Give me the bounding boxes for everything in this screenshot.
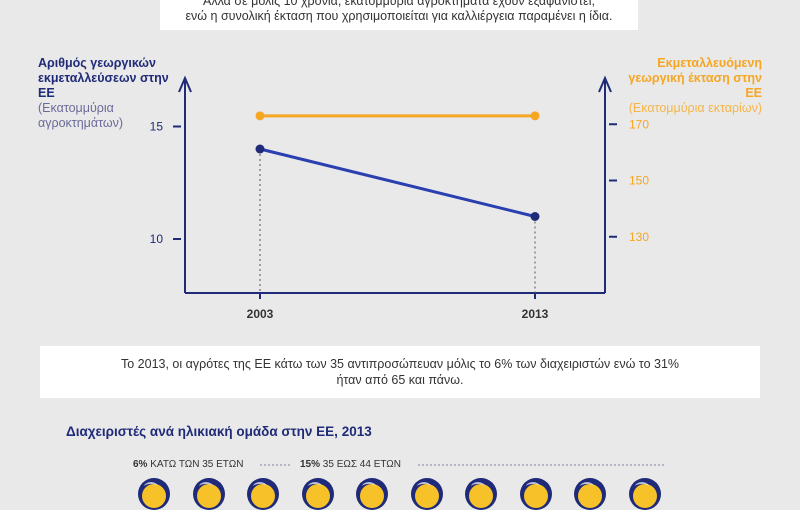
left-axis-unit: (Εκατομμύρια αγροκτημάτων) (38, 101, 124, 130)
farm-chart: 10 15 130 150 170 2003 2013 (150, 75, 649, 321)
intro-line-1: Αλλά σε μόλις 10 χρόνια, εκατομμύρια αγρ… (203, 0, 595, 8)
person-icon (463, 478, 499, 510)
person-icon (245, 478, 281, 510)
right-tick-label: 150 (629, 174, 649, 188)
age-group-pct: 15% (300, 459, 321, 470)
left-tick-label: 10 (150, 232, 164, 246)
left-axis-arrow (178, 75, 192, 93)
right-axis-title: Εκμεταλλευόμενη γεωργική έκταση στην ΕΕ (628, 56, 762, 100)
person-icon (518, 478, 554, 510)
person-icon (409, 478, 445, 510)
person-icon (627, 478, 663, 510)
age-group-label: 35 ΕΩΣ 44 ΕΤΩΝ (322, 459, 401, 470)
data-point (255, 111, 265, 121)
data-point (530, 212, 540, 221)
right-axis-unit: (Εκατομμύρια εκταρίων) (628, 101, 762, 115)
person-icon (191, 478, 227, 510)
left-axis-title-block: Αριθμός γεωργικών εκμεταλλεύσεων στην ΕΕ… (38, 56, 188, 131)
age-section-title: Διαχειριστές ανά ηλικιακή ομάδα στην ΕΕ,… (66, 424, 372, 439)
right-axis-title-block: Εκμεταλλευόμενη γεωργική έκταση στην ΕΕ … (610, 56, 762, 116)
right-axis-arrow (598, 75, 612, 93)
x-tick-label: 2013 (522, 307, 549, 321)
note-text: Το 2013, οι αγρότες της ΕΕ κάτω των 35 α… (120, 357, 680, 387)
intro-line-2: ενώ η συνολική έκταση που χρησιμοποιείτα… (185, 9, 613, 23)
age-group-label: ΚΑΤΩ ΤΩΝ 35 ΕΤΩΝ (150, 459, 244, 470)
note-box: Το 2013, οι αγρότες της ΕΕ κάτω των 35 α… (40, 346, 760, 398)
left-axis-title: Αριθμός γεωργικών εκμεταλλεύσεων στην ΕΕ (38, 56, 169, 100)
intro-box: Αλλά σε μόλις 10 χρόνια, εκατομμύρια αγρ… (160, 0, 638, 30)
age-group-pct: 6% (133, 459, 148, 470)
data-point (255, 144, 265, 154)
person-icon (572, 478, 608, 510)
right-tick-label: 130 (629, 230, 649, 244)
person-icon (136, 478, 172, 510)
age-group-35-44: 15% 35 ΕΩΣ 44 ΕΤΩΝ (300, 459, 401, 470)
age-group-divider (260, 464, 290, 466)
left-tick-label: 15 (150, 120, 164, 134)
data-point (530, 111, 540, 121)
age-group-under-35: 6% ΚΑΤΩ ΤΩΝ 35 ΕΤΩΝ (133, 459, 243, 470)
x-tick-label: 2003 (247, 307, 274, 321)
person-icon (354, 478, 390, 510)
series-line (259, 147, 536, 218)
age-group-divider (418, 464, 664, 466)
person-icon (300, 478, 336, 510)
right-tick-label: 170 (629, 117, 649, 131)
